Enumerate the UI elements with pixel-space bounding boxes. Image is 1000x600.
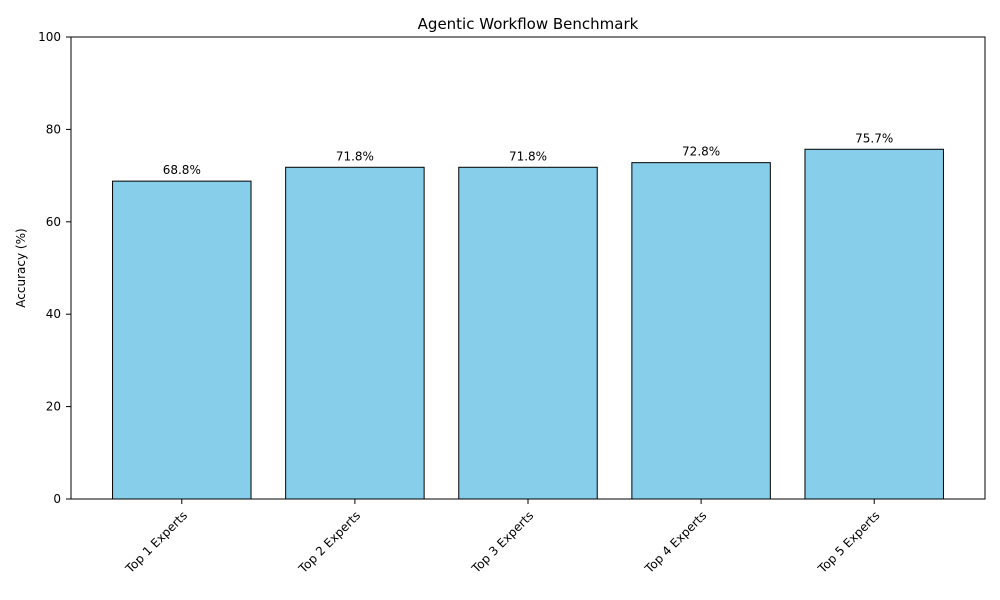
y-tick-label: 100 <box>38 30 61 44</box>
y-tick-label: 20 <box>46 400 61 414</box>
y-tick-label: 60 <box>46 215 61 229</box>
plot-frame <box>70 36 986 500</box>
data-label: 68.8% <box>163 163 201 177</box>
y-axis-label: Accuracy (%) <box>14 228 28 307</box>
data-label: 71.8% <box>336 149 374 163</box>
x-tick-label: Top 1 Experts <box>122 508 190 576</box>
bar <box>631 162 771 500</box>
y-axis-ticks: 0 20 40 60 80 100 <box>38 30 71 506</box>
bar <box>804 148 944 500</box>
x-tick-label: Top 3 Experts <box>468 508 536 576</box>
data-labels-group: 68.8% 71.8% 71.8% 72.8% 75.7% <box>163 131 894 177</box>
chart-title: Agentic Workflow Benchmark <box>418 15 639 33</box>
x-tick-label: Top 4 Experts <box>642 508 710 576</box>
y-tick-label: 0 <box>53 492 61 506</box>
x-tick-label: Top 2 Experts <box>295 508 363 576</box>
bars-group <box>112 148 944 500</box>
data-label: 71.8% <box>509 149 547 163</box>
y-tick-label: 80 <box>46 122 61 136</box>
y-tick-label: 40 <box>46 307 61 321</box>
x-axis-ticks: Top 1 Experts Top 2 Experts Top 3 Experts T… <box>122 499 883 576</box>
data-label: 75.7% <box>855 131 893 145</box>
bar <box>285 166 425 500</box>
x-tick-label: Top 5 Experts <box>815 508 883 576</box>
bar <box>458 166 598 500</box>
bar <box>112 180 252 500</box>
data-label: 72.8% <box>682 145 720 159</box>
